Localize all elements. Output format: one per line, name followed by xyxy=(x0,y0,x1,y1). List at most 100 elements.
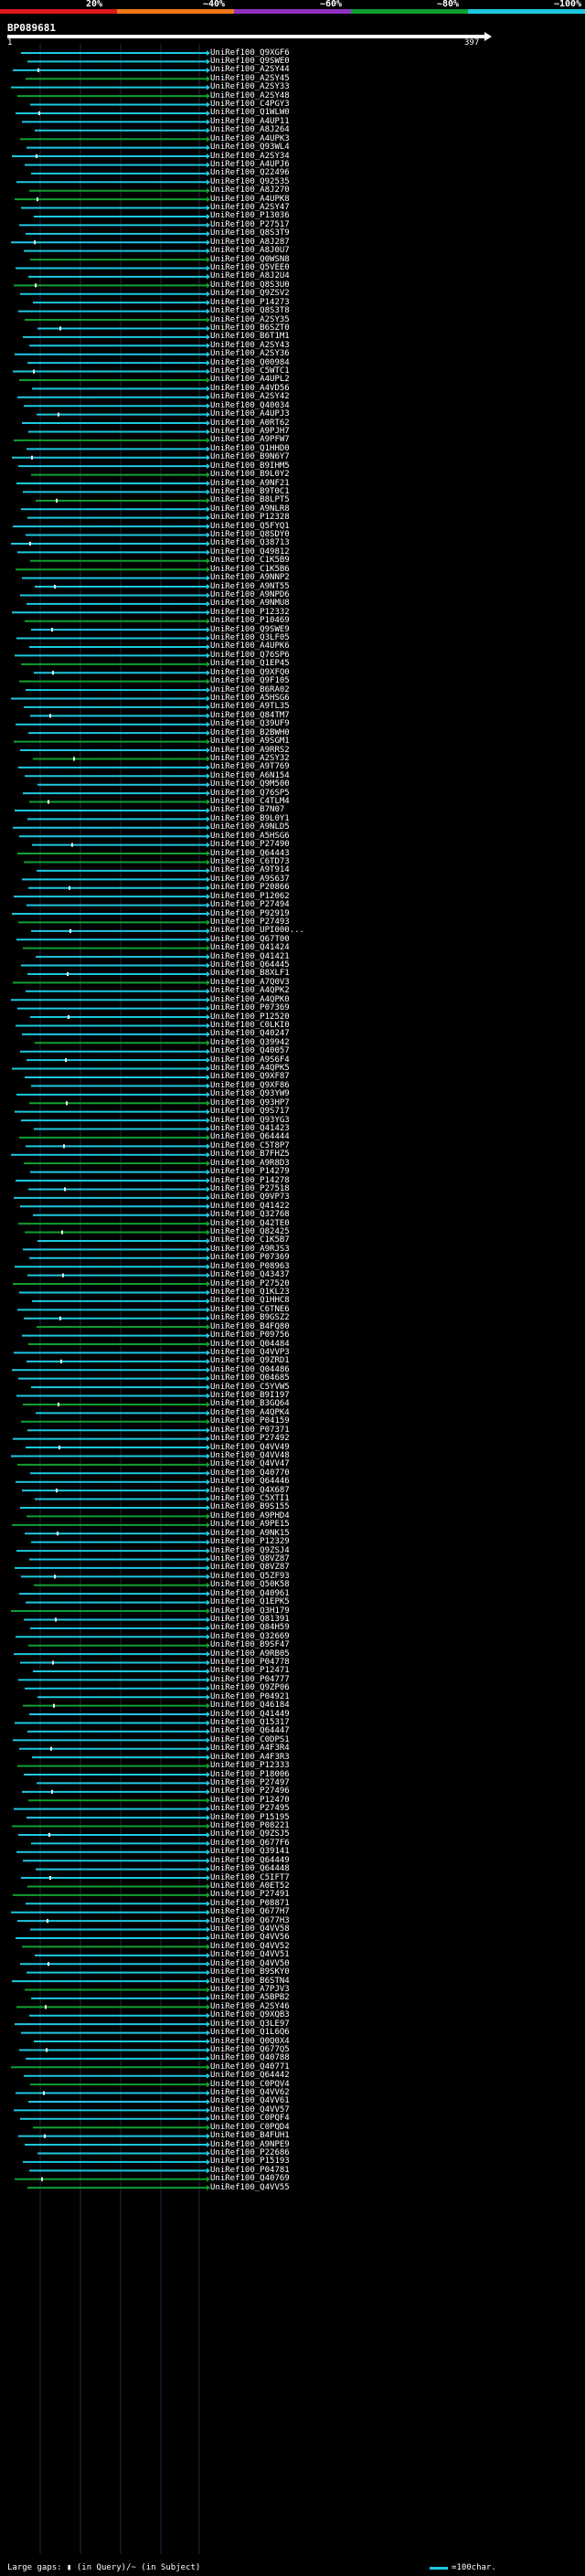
hit-label[interactable]: UniRef100_Q677H7 xyxy=(210,1907,290,1917)
hit-label[interactable]: UniRef100_P27496 xyxy=(210,1786,290,1797)
hit-label[interactable]: UniRef100_Q84H59 xyxy=(210,1623,290,1633)
hit-label[interactable]: UniRef100_Q04685 xyxy=(210,1373,290,1383)
hit-label[interactable]: UniRef100_P27493 xyxy=(210,917,290,927)
hit-label[interactable]: UniRef100_Q4VV56 xyxy=(210,1933,290,1943)
hit-label[interactable]: UniRef100_Q82425 xyxy=(210,1227,290,1237)
hit-label[interactable]: UniRef100_A5HSG6 xyxy=(210,831,290,841)
hit-label[interactable]: UniRef100_C5XTI1 xyxy=(210,1494,290,1504)
hit-label[interactable]: UniRef100_Q8VZ87 xyxy=(210,1563,290,1573)
hit-label[interactable]: UniRef100_A2SY34 xyxy=(210,151,290,161)
hit-label[interactable]: UniRef100_A2SY46 xyxy=(210,2001,290,2011)
hit-label[interactable]: UniRef100_A5BPB2 xyxy=(210,1993,290,2003)
hit-label[interactable]: UniRef100_A4F3R4 xyxy=(210,1744,290,1754)
hit-label[interactable]: UniRef100_P18006 xyxy=(210,1769,290,1779)
hit-label[interactable]: UniRef100_P15195 xyxy=(210,1812,290,1822)
hit-label[interactable]: UniRef100_Q93WL4 xyxy=(210,143,290,153)
hit-label[interactable]: UniRef100_A2SY47 xyxy=(210,203,290,213)
hit-label[interactable]: UniRef100_A9RRS2 xyxy=(210,745,290,755)
hit-label[interactable]: UniRef100_Q00984 xyxy=(210,357,290,367)
hit-label[interactable]: UniRef100_A4UP11 xyxy=(210,116,290,126)
hit-label[interactable]: UniRef100_Q32768 xyxy=(210,1210,290,1220)
hit-label[interactable]: UniRef100_B7N07 xyxy=(210,805,285,815)
hit-label[interactable]: UniRef100_P12062 xyxy=(210,891,290,901)
hit-label[interactable]: UniRef100_B7FHZ5 xyxy=(210,1150,290,1160)
hit-label[interactable]: UniRef100_Q76SP6 xyxy=(210,650,290,660)
hit-label[interactable]: UniRef100_P04777 xyxy=(210,1674,290,1684)
hit-label[interactable]: UniRef100_C6TNE6 xyxy=(210,1304,290,1314)
hit-label[interactable]: UniRef100_P14279 xyxy=(210,1167,290,1177)
hit-label[interactable]: UniRef100_A2SY44 xyxy=(210,65,290,75)
hit-label[interactable]: UniRef100_Q50K58 xyxy=(210,1580,290,1590)
hit-label[interactable]: UniRef100_Q9XF87 xyxy=(210,1072,290,1082)
hit-label[interactable]: UniRef100_Q40770 xyxy=(210,1468,290,1478)
hit-label[interactable]: UniRef100_Q3H179 xyxy=(210,1606,290,1616)
hit-label[interactable]: UniRef100_A2SY35 xyxy=(210,314,290,324)
hit-label[interactable]: UniRef100_P27518 xyxy=(210,1183,290,1193)
hit-label[interactable]: UniRef100_A9T769 xyxy=(210,762,290,772)
hit-label[interactable]: UniRef100_Q3LE97 xyxy=(210,2019,290,2029)
hit-label[interactable]: UniRef100_Q81391 xyxy=(210,1614,290,1624)
hit-label[interactable]: UniRef100_Q677H3 xyxy=(210,1915,290,1925)
hit-label[interactable]: UniRef100_C1K5B9 xyxy=(210,556,290,566)
hit-label[interactable]: UniRef100_Q1KL23 xyxy=(210,1287,290,1297)
hit-label[interactable]: UniRef100_B6T1M1 xyxy=(210,332,290,342)
hit-label[interactable]: UniRef100_A4UPK3 xyxy=(210,133,290,143)
hit-label[interactable]: UniRef100_B9L0Y2 xyxy=(210,470,290,480)
hit-label[interactable]: UniRef100_C5T8P7 xyxy=(210,1140,290,1150)
hit-label[interactable]: UniRef100_P27494 xyxy=(210,900,290,910)
hit-label[interactable]: UniRef100_A9PE15 xyxy=(210,1520,290,1530)
hit-label[interactable]: UniRef100_P27517 xyxy=(210,219,290,229)
hit-label[interactable]: UniRef100_P12471 xyxy=(210,1666,290,1676)
hit-label[interactable]: UniRef100_B4FUH1 xyxy=(210,2131,290,2141)
hit-label[interactable]: UniRef100_Q677F6 xyxy=(210,1838,290,1848)
hit-label[interactable]: UniRef100_P14273 xyxy=(210,297,290,307)
hit-label[interactable]: UniRef100_C4TLM4 xyxy=(210,797,290,807)
hit-label[interactable]: UniRef100_Q4VV47 xyxy=(210,1459,290,1469)
hit-label[interactable]: UniRef100_A9S6F4 xyxy=(210,1055,290,1065)
hit-label[interactable]: UniRef100_Q1HHC8 xyxy=(210,1296,290,1306)
hit-label[interactable]: UniRef100_Q9M500 xyxy=(210,779,290,790)
hit-label[interactable]: UniRef100_P04778 xyxy=(210,1658,290,1668)
hit-label[interactable]: UniRef100_Q49812 xyxy=(210,546,290,557)
hit-label[interactable]: UniRef100_Q40961 xyxy=(210,1588,290,1598)
hit-label[interactable]: UniRef100_A9NMU8 xyxy=(210,599,290,609)
hit-label[interactable]: UniRef100_C4PGY3 xyxy=(210,100,290,110)
hit-label[interactable]: UniRef100_A9NLR8 xyxy=(210,504,290,514)
hit-label[interactable]: UniRef100_Q93YW9 xyxy=(210,1089,290,1099)
hit-label[interactable]: UniRef100_UPI000... xyxy=(210,926,304,936)
hit-label[interactable]: UniRef100_B4FQ80 xyxy=(210,1321,290,1331)
hit-label[interactable]: UniRef100_P27520 xyxy=(210,1278,290,1288)
hit-label[interactable]: UniRef100_Q8S3U0 xyxy=(210,280,290,290)
hit-label[interactable]: UniRef100_B9GSZ2 xyxy=(210,1313,290,1323)
hit-label[interactable]: UniRef100_Q9XQB3 xyxy=(210,2010,290,2020)
hit-label[interactable]: UniRef100_P04781 xyxy=(210,2165,290,2175)
hit-label[interactable]: UniRef100_Q8VZ87 xyxy=(210,1554,290,1564)
hit-label[interactable]: UniRef100_C6TD73 xyxy=(210,856,290,866)
hit-label[interactable]: UniRef100_P14278 xyxy=(210,1175,290,1185)
hit-label[interactable]: UniRef100_C0PQD4 xyxy=(210,2122,290,2132)
hit-label[interactable]: UniRef100_Q1EPK5 xyxy=(210,1597,290,1607)
hit-label[interactable]: UniRef100_Q4VV48 xyxy=(210,1450,290,1460)
hit-label[interactable]: UniRef100_A8J0U7 xyxy=(210,246,290,256)
hit-label[interactable]: UniRef100_B2BWH0 xyxy=(210,727,290,737)
hit-label[interactable]: UniRef100_P04921 xyxy=(210,1691,290,1701)
hit-label[interactable]: UniRef100_A9RJS3 xyxy=(210,1244,290,1254)
hit-label[interactable]: UniRef100_B9SKY0 xyxy=(210,1967,290,1977)
hit-label[interactable]: UniRef100_B6RA02 xyxy=(210,684,290,694)
hit-label[interactable]: UniRef100_Q76SP5 xyxy=(210,788,290,798)
hit-label[interactable]: UniRef100_Q1EP45 xyxy=(210,659,290,669)
hit-label[interactable]: UniRef100_Q4VVP3 xyxy=(210,1347,290,1357)
hit-label[interactable]: UniRef100_C1K5B6 xyxy=(210,564,290,574)
hit-label[interactable]: UniRef100_A9S637 xyxy=(210,874,290,884)
hit-label[interactable]: UniRef100_P04159 xyxy=(210,1416,290,1426)
hit-label[interactable]: UniRef100_A8J264 xyxy=(210,125,290,135)
hit-label[interactable]: UniRef100_Q1WLW0 xyxy=(210,108,290,118)
hit-label[interactable]: UniRef100_B9IHM5 xyxy=(210,461,290,471)
hit-label[interactable]: UniRef100_Q4VV49 xyxy=(210,1442,290,1452)
hit-label[interactable]: UniRef100_Q84TM7 xyxy=(210,710,290,720)
hit-label[interactable]: UniRef100_Q67T00 xyxy=(210,934,290,944)
hit-label[interactable]: UniRef100_A9PJH7 xyxy=(210,426,290,436)
hit-label[interactable]: UniRef100_P22686 xyxy=(210,2147,290,2157)
hit-label[interactable]: UniRef100_A2SY48 xyxy=(210,90,290,101)
hit-label[interactable]: UniRef100_Q41421 xyxy=(210,951,290,961)
